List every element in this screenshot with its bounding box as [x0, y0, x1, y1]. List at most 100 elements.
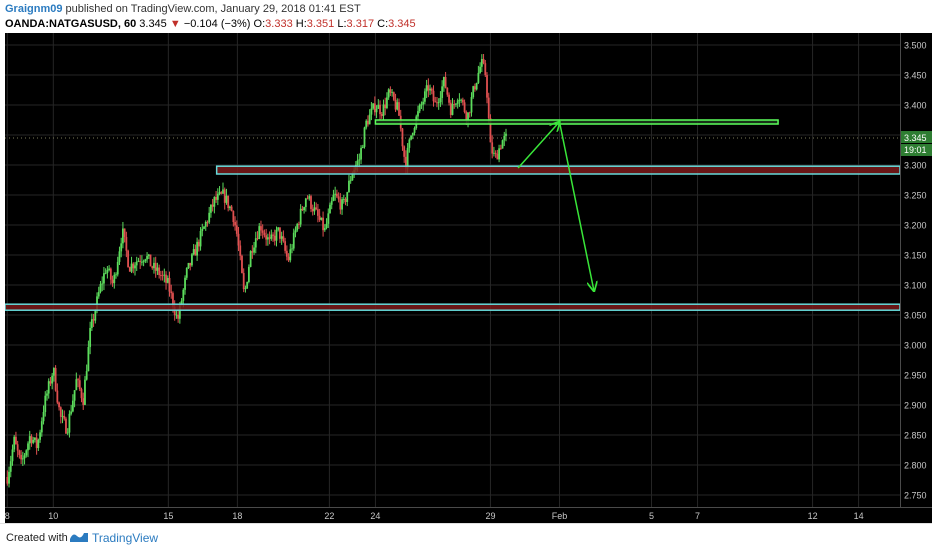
support-zone — [215, 165, 901, 175]
time-tick-label: 22 — [324, 511, 334, 521]
candle-body — [251, 251, 254, 253]
current-price-tag — [901, 131, 932, 143]
candle-body — [391, 92, 394, 94]
candle-body — [70, 411, 73, 414]
candle-body — [279, 227, 281, 239]
candle-body — [382, 104, 385, 116]
candle-body — [299, 208, 302, 225]
candle-body — [358, 159, 361, 161]
candle-body — [128, 267, 131, 272]
candle-body — [166, 277, 169, 283]
candle-body — [341, 199, 343, 210]
candle-body — [467, 112, 469, 121]
candle-body — [396, 102, 399, 110]
symbol-name: OANDA:NATGASUSD, 60 — [5, 18, 137, 30]
candle-body — [363, 127, 366, 147]
price-tick-label: 3.150 — [904, 251, 927, 261]
time-tick-label: 7 — [695, 511, 700, 521]
candle-body — [229, 206, 231, 208]
candle-body — [247, 266, 250, 282]
candle-body — [294, 230, 297, 233]
candle-body — [15, 436, 17, 445]
candle-body — [479, 66, 482, 73]
candle-body — [334, 193, 337, 195]
candle-body — [106, 270, 109, 273]
candle-body — [292, 232, 295, 249]
candle-body — [61, 415, 64, 417]
candle-body — [335, 193, 338, 197]
price-tick-label: 3.250 — [904, 191, 927, 201]
candle-body — [337, 196, 340, 200]
time-tick-label: 18 — [232, 511, 242, 521]
candle-body — [448, 94, 450, 103]
time-tick-label: 29 — [485, 511, 495, 521]
candle-body — [439, 97, 442, 103]
time-tick-label: Feb — [552, 511, 568, 521]
candle-body — [348, 180, 350, 193]
candle-body — [239, 245, 242, 256]
candle-body — [215, 196, 217, 200]
candle-body — [235, 225, 238, 234]
candle-body — [216, 193, 219, 200]
candle-body — [493, 152, 495, 154]
candle-body — [73, 390, 76, 401]
candle-body — [256, 238, 259, 240]
author-link[interactable]: Graignm09 — [5, 3, 63, 15]
candle-body — [313, 207, 316, 212]
candle-body — [401, 128, 404, 147]
open-label: O: — [253, 18, 266, 30]
candle-body — [30, 436, 33, 443]
high-value: 3.351 — [306, 18, 335, 30]
candle-body — [444, 76, 447, 88]
candle-body — [163, 274, 166, 276]
candle-body — [39, 432, 41, 440]
candle-body — [265, 235, 268, 240]
candle-body — [225, 195, 228, 203]
candle-body — [237, 233, 240, 246]
candle-body — [272, 234, 274, 236]
candle-body — [37, 439, 40, 449]
candle-body — [28, 436, 31, 444]
candle-body — [153, 262, 155, 269]
time-axis-svg: 8 10 15 18 22 24 29 Feb 5 7 12 14 — [5, 511, 864, 521]
candle-body — [487, 97, 490, 119]
candle-body — [430, 88, 433, 91]
candle-body — [474, 86, 476, 90]
candle-body — [65, 418, 67, 434]
candle-body — [34, 437, 36, 440]
tradingview-brand-link[interactable]: TradingView — [92, 531, 159, 545]
projection-arrow — [517, 122, 559, 169]
candle-body — [16, 444, 19, 451]
candle-body — [222, 189, 224, 194]
price-tick-label: 3.100 — [904, 281, 927, 291]
candle-body — [49, 381, 52, 384]
candle-body — [204, 222, 207, 227]
time-axis[interactable]: 8 10 15 18 22 24 29 Feb 5 7 12 14 — [5, 507, 932, 524]
candle-body — [178, 304, 181, 319]
candle-body — [389, 89, 392, 93]
candle-body — [482, 58, 485, 64]
candle-body — [458, 100, 461, 101]
price-axis[interactable]: 3.5003.4503.4003.3503.3003.2503.2003.150… — [900, 33, 932, 507]
candle-body — [392, 92, 395, 100]
candle-body — [44, 395, 47, 413]
tradingview-logo-icon[interactable] — [69, 530, 89, 544]
time-tick-label: 5 — [649, 511, 654, 521]
candle-body — [310, 196, 312, 209]
chart-plot-area[interactable] — [4, 33, 901, 507]
candle-body — [287, 256, 290, 261]
candle-body — [197, 241, 200, 247]
candle-body — [218, 192, 221, 194]
candle-body — [118, 251, 121, 262]
candle-body — [85, 371, 88, 380]
candle-body — [20, 454, 23, 460]
candle-body — [425, 85, 428, 92]
candle-body — [140, 261, 143, 263]
candle-body — [13, 436, 16, 450]
candle-body — [170, 291, 173, 294]
candle-body — [8, 471, 10, 484]
candle-body — [351, 173, 354, 181]
candle-body — [232, 211, 235, 223]
current-price-label: 3.345 — [904, 133, 927, 143]
price-tick-label: 2.750 — [904, 491, 927, 501]
